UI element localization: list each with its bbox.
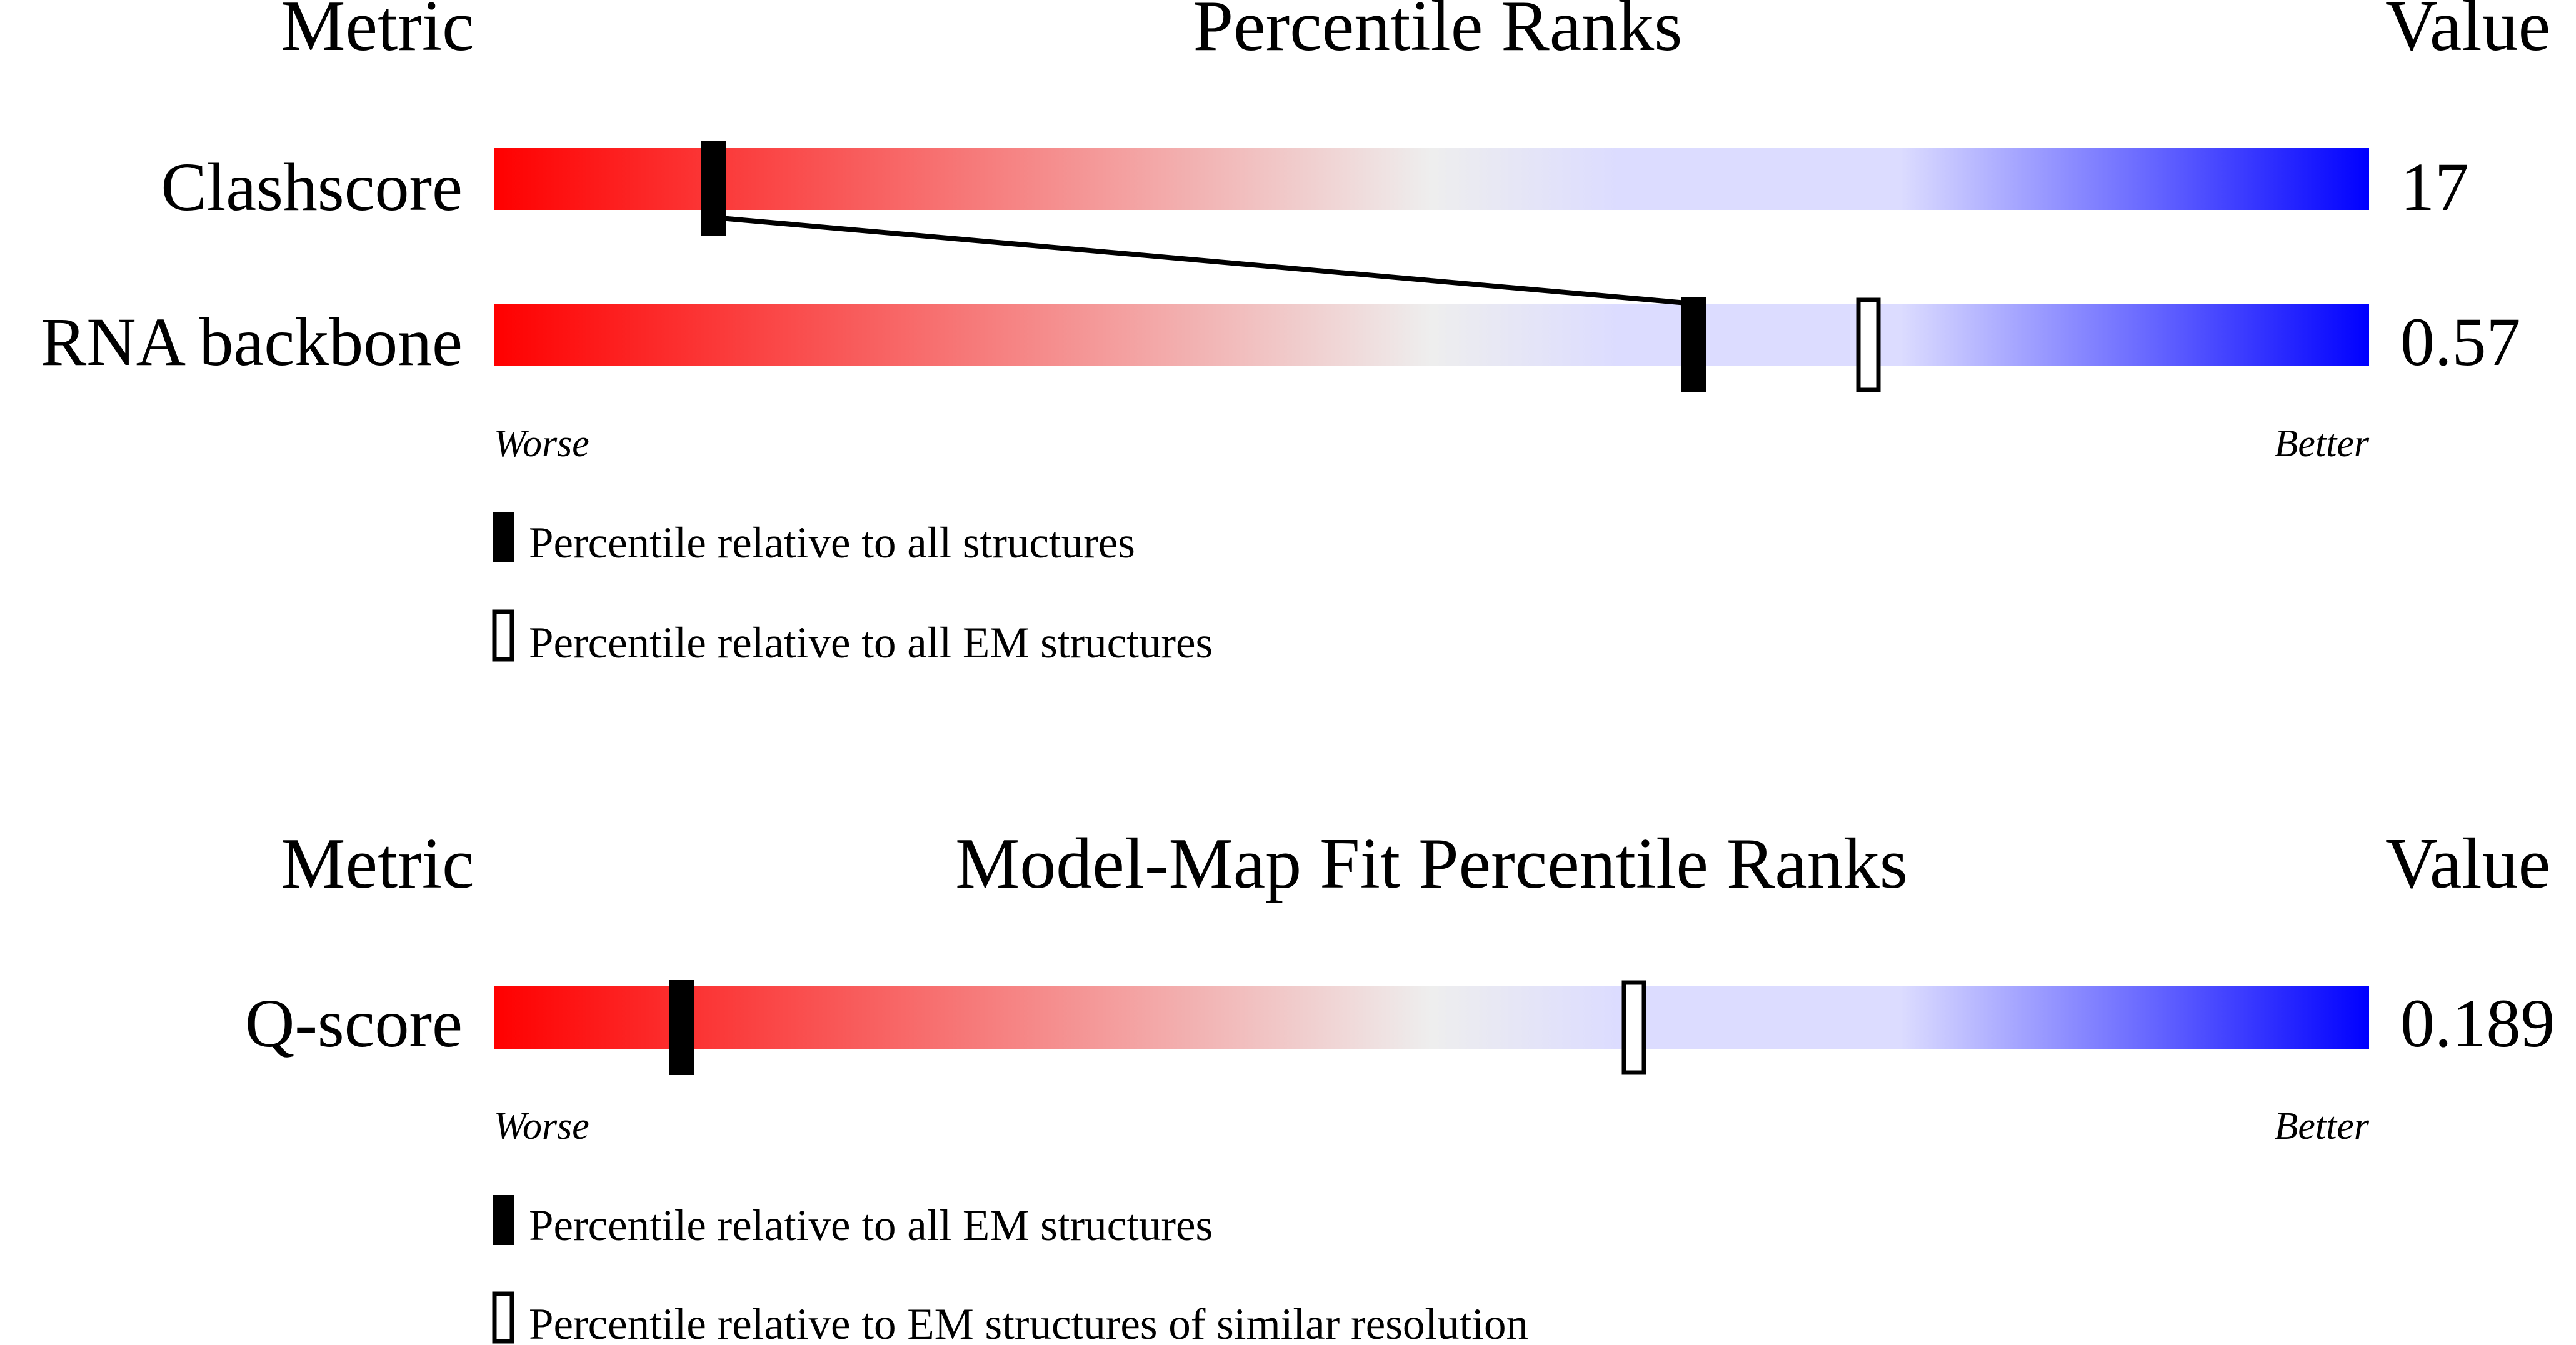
legend-label: Percentile relative to EM structures of … <box>529 1300 1528 1345</box>
marker-all-em-structures-q-score <box>669 980 694 1075</box>
legend-open-marker <box>492 1291 514 1344</box>
metric-header: Metric <box>281 0 474 66</box>
row-rna-backbone: RNA backbone 0.57 <box>41 304 2521 380</box>
rank-connector-line <box>713 215 1695 306</box>
legend-label: Percentile relative to all structures <box>529 519 1135 568</box>
chart-title: Percentile Ranks <box>1193 0 1683 66</box>
panel-model-map-fit: Metric Model-Map Fit Percentile Ranks Va… <box>245 824 2555 1345</box>
metric-label: Clashscore <box>161 149 463 225</box>
panel-percentile-ranks: Metric Percentile Ranks Value Clashscore… <box>41 0 2550 668</box>
worse-label: Worse <box>494 422 589 465</box>
percentile-bar-track <box>494 148 2369 210</box>
better-label: Better <box>2275 1105 2370 1148</box>
worse-label: Worse <box>494 1105 589 1148</box>
row-q-score: Q-score 0.189 <box>245 985 2555 1061</box>
marker-all-structures-clashscore <box>701 141 726 236</box>
metric-label: RNA backbone <box>41 304 463 380</box>
metric-label: Q-score <box>245 985 463 1061</box>
legend-label: Percentile relative to all EM structures <box>529 1201 1213 1250</box>
value-header: Value <box>2385 824 2550 904</box>
legend-filled-marker <box>493 1195 514 1245</box>
percentile-bar-track <box>494 986 2369 1049</box>
metric-value: 0.189 <box>2400 985 2555 1061</box>
legend: Percentile relative to all structures Pe… <box>492 512 1213 668</box>
legend-label: Percentile relative to all EM structures <box>529 619 1213 668</box>
value-header: Value <box>2385 0 2550 66</box>
metric-value: 17 <box>2400 149 2469 225</box>
marker-similar-resolution-q-score <box>1621 980 1646 1075</box>
legend-filled-marker <box>493 512 514 562</box>
marker-em-structures-rna-backbone <box>1856 298 1881 392</box>
metric-value: 0.57 <box>2400 304 2521 380</box>
legend: Percentile relative to all EM structures… <box>492 1195 1528 1345</box>
row-clashscore: Clashscore 17 <box>161 148 2469 225</box>
metric-header: Metric <box>281 824 474 904</box>
chart-title: Model-Map Fit Percentile Ranks <box>955 824 1908 904</box>
better-label: Better <box>2275 422 2370 465</box>
percentile-bar-track <box>494 304 2369 366</box>
legend-open-marker <box>492 609 514 662</box>
marker-all-structures-rna-backbone <box>1681 298 1706 392</box>
